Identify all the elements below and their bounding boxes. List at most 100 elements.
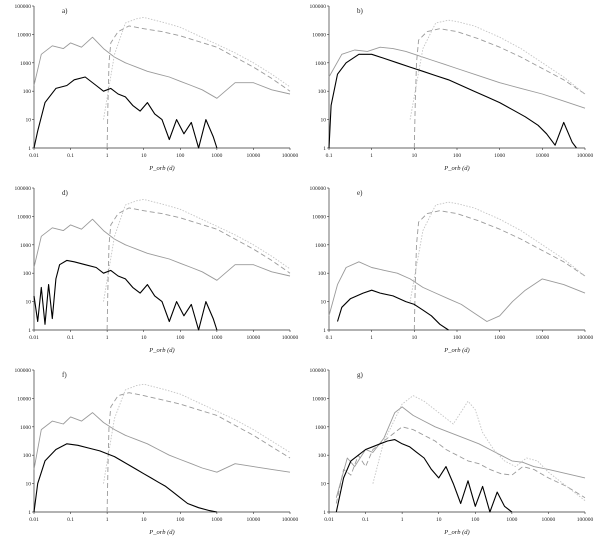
series-total-line	[328, 46, 586, 109]
y-tick-label: 1	[28, 146, 31, 152]
series-wide-line	[106, 25, 291, 149]
y-tick-label: 100	[318, 453, 327, 459]
series-close-line	[33, 443, 218, 513]
x-tick-label: 100000	[282, 517, 299, 523]
y-tick-label: 1	[323, 328, 326, 334]
panel-label: a)	[62, 7, 68, 15]
y-tick-label: 1	[323, 510, 326, 516]
panel-3: 1 10 100 1000 10000 100000 0.01 0.1 1 10 100 1000 10…	[15, 186, 299, 354]
x-tick-label: 0.1	[67, 153, 74, 159]
series-total-line	[33, 412, 291, 473]
y-tick-label: 100	[318, 89, 327, 95]
y-tick-label: 1000	[315, 425, 326, 431]
y-tick-label: 100000	[310, 186, 327, 192]
x-tick-label: 10000	[247, 335, 261, 341]
y-tick-label: 10	[26, 300, 32, 306]
y-tick-label: 1	[323, 146, 326, 152]
x-tick-label: 0.1	[67, 335, 74, 341]
series-close-line	[33, 259, 218, 331]
x-tick-label: 0.1	[326, 153, 333, 159]
x-tick-label: 100	[176, 153, 185, 159]
series-total-line	[33, 218, 291, 281]
x-tick-label: 0.01	[29, 517, 39, 523]
x-tick-label: 10	[141, 335, 147, 341]
series-upper-line	[372, 395, 586, 501]
x-axis-label: P_orb (d)	[443, 347, 469, 354]
x-tick-label: 1	[370, 335, 373, 341]
y-tick-label: 10	[321, 118, 327, 124]
series-total-line	[328, 261, 586, 322]
y-tick-label: 10	[321, 482, 327, 488]
panel-label: b)	[357, 7, 364, 15]
series-wide-line	[413, 210, 586, 331]
x-tick-label: 10000	[247, 517, 261, 523]
x-tick-label: 100000	[282, 153, 299, 159]
series-upper-line	[103, 16, 291, 120]
x-tick-label: 100000	[577, 153, 594, 159]
x-tick-label: 100	[453, 335, 462, 341]
series-close-line	[328, 53, 577, 149]
series-wide-line	[106, 207, 291, 331]
y-tick-label: 10	[26, 482, 32, 488]
x-tick-label: 1	[106, 153, 109, 159]
x-tick-label: 0.1	[67, 517, 74, 523]
x-tick-label: 10000	[542, 517, 556, 523]
y-tick-label: 100000	[15, 4, 32, 10]
x-tick-label: 0.01	[29, 153, 39, 159]
y-tick-label: 1	[28, 510, 31, 516]
x-tick-label: 1000	[506, 517, 517, 523]
y-tick-label: 10000	[17, 32, 31, 38]
series-close-line	[336, 289, 449, 331]
y-tick-label: 100000	[310, 4, 327, 10]
series-total-line	[33, 36, 291, 99]
y-tick-label: 10000	[17, 214, 31, 220]
series-upper-line	[103, 383, 291, 484]
x-tick-label: 10000	[535, 153, 549, 159]
x-tick-label: 10	[436, 517, 442, 523]
x-tick-label: 1	[370, 153, 373, 159]
y-tick-label: 10000	[312, 214, 326, 220]
y-tick-label: 100	[23, 89, 32, 95]
x-axis-label: P_orb (d)	[148, 347, 174, 354]
series-wide-line	[106, 392, 291, 513]
x-tick-label: 1000	[494, 335, 505, 341]
x-tick-label: 1	[401, 517, 404, 523]
x-tick-label: 10	[141, 517, 147, 523]
panel-label: f)	[62, 371, 67, 379]
y-tick-label: 100000	[310, 368, 327, 374]
x-tick-label: 100000	[577, 517, 594, 523]
x-tick-label: 100	[176, 335, 185, 341]
x-tick-label: 10	[141, 153, 147, 159]
x-tick-label: 100	[471, 517, 480, 523]
y-tick-label: 10000	[312, 396, 326, 402]
x-tick-label: 100000	[577, 335, 594, 341]
x-axis-label: P_orb (d)	[443, 529, 469, 536]
series-close-line	[33, 76, 218, 149]
x-tick-label: 0.1	[362, 517, 369, 523]
y-tick-label: 1000	[20, 61, 31, 67]
y-tick-label: 10	[26, 118, 32, 124]
x-tick-label: 0.01	[324, 517, 334, 523]
x-tick-label: 1	[106, 335, 109, 341]
panel-label: d)	[62, 189, 69, 197]
x-tick-label: 100000	[282, 335, 299, 341]
y-tick-label: 100	[23, 453, 32, 459]
series-close-line	[335, 439, 513, 513]
x-tick-label: 0.01	[29, 335, 39, 341]
x-tick-label: 1000	[211, 153, 222, 159]
y-tick-label: 10000	[312, 32, 326, 38]
x-tick-label: 1000	[211, 335, 222, 341]
series-wide-line	[413, 28, 586, 149]
y-tick-label: 1000	[315, 243, 326, 249]
x-axis-label: P_orb (d)	[148, 165, 174, 172]
x-tick-label: 10000	[535, 335, 549, 341]
y-tick-label: 100	[23, 271, 32, 277]
series-upper-line	[409, 201, 586, 302]
x-tick-label: 1000	[494, 153, 505, 159]
x-tick-label: 100	[176, 517, 185, 523]
x-tick-label: 1000	[211, 517, 222, 523]
panel-label: g)	[357, 371, 364, 379]
